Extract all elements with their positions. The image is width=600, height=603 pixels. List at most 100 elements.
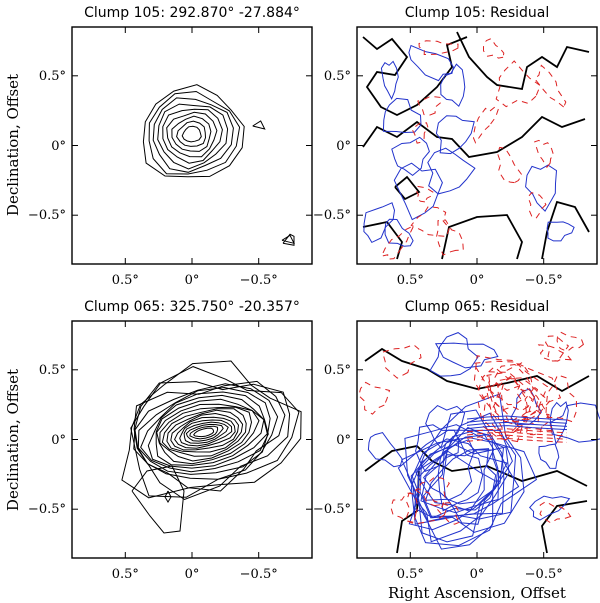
x-tick-label: 0° [185, 273, 200, 288]
residual-positive-contour [420, 430, 500, 514]
residual-negative-contour [472, 105, 500, 144]
residual-positive-contour [367, 432, 403, 468]
y-tick-label: 0° [336, 433, 351, 448]
plot-area: 0.5° 0° −0.5° 0.5° 0° −0.5° [28, 320, 313, 582]
y-axis-label: Declination, Offset [4, 74, 22, 216]
panel-clump065-residual: Clump 065: Residual 0.5° 0° −0.5° 0.5° 0… [313, 299, 600, 602]
model-contour [159, 406, 253, 462]
residual-negative-contour [545, 374, 578, 423]
residual-zero-contour [364, 347, 590, 393]
plot-frame [71, 26, 313, 265]
model-contour [142, 84, 245, 178]
panel-clump105-model: Clump 105: 292.870° -27.884° 0.5° 0° −0.… [4, 5, 313, 288]
model-contour-small [281, 234, 295, 245]
y-tick-label: 0.5° [324, 363, 351, 378]
residual-positive-contour [435, 115, 475, 155]
model-contour [176, 120, 207, 147]
model-contour [179, 419, 233, 447]
residual-negative-contour [500, 376, 538, 424]
residual-negative-contour [476, 366, 539, 442]
residual-negative-contour [477, 371, 554, 434]
model-contour-small [252, 120, 266, 130]
residual-negative-contour [522, 409, 550, 436]
residual-negative-contour [534, 64, 567, 108]
residual-band-contour [466, 425, 568, 431]
tick-marks [357, 27, 597, 264]
residual-positive-contour [434, 342, 499, 369]
residual-band-contour [466, 415, 568, 421]
residual-positive-contour [416, 412, 517, 522]
residual-negative-contour [556, 331, 584, 353]
panel-title: Clump 065: Residual [405, 299, 550, 315]
residual-negative-contour [390, 492, 419, 525]
residual-zero-contour [364, 445, 588, 487]
residual-negative-contour [473, 355, 549, 443]
residual-negative-contour [418, 40, 459, 56]
x-axis-label: Right Ascension, Offset [388, 584, 566, 602]
model-contour [181, 125, 202, 143]
x-tick-label: 0.5° [397, 567, 424, 582]
y-tick-label: 0.5° [324, 69, 351, 84]
model-contour [161, 408, 247, 457]
x-tick-label: −0.5° [240, 273, 278, 288]
contour-group [358, 331, 600, 554]
residual-positive-contour [408, 44, 454, 82]
plot-area: 0.5° 0° −0.5° 0.5° 0° −0.5° [313, 320, 600, 582]
residual-negative-contour [436, 219, 464, 256]
y-tick-label: −0.5° [28, 502, 66, 517]
residual-positive-contour [525, 164, 558, 212]
residual-negative-contour [380, 224, 415, 260]
model-contour [166, 111, 218, 158]
panel-title: Clump 065: 325.750° -20.357° [84, 299, 300, 315]
residual-zero-contour [541, 200, 590, 260]
y-tick-label: 0° [51, 433, 66, 448]
model-contour [189, 425, 219, 440]
x-tick-label: 0.5° [112, 567, 139, 582]
residual-zero-contour [362, 36, 468, 117]
residual-positive-contour [401, 436, 538, 547]
residual-negative-contour [483, 37, 505, 59]
residual-positive-contour [382, 97, 422, 134]
model-contour [170, 412, 240, 451]
y-tick-label: 0.5° [39, 363, 66, 378]
residual-negative-contour [534, 139, 555, 169]
residual-positive-contour [538, 443, 560, 469]
model-contour [121, 360, 302, 499]
residual-negative-contour [410, 206, 450, 238]
residual-band-contour [466, 434, 568, 440]
plot-frame [356, 26, 598, 265]
residual-positive-contour [529, 495, 571, 521]
residual-negative-contour [495, 60, 541, 108]
residual-negative-contour [537, 344, 573, 362]
model-contour [152, 97, 234, 173]
plot-area: 0.5° 0° −0.5° 0.5° 0° −0.5° [313, 26, 598, 288]
residual-zero-contour [394, 175, 421, 201]
residual-positive-contour [429, 332, 479, 377]
tick-marks [72, 27, 312, 264]
residual-positive-contour [425, 405, 466, 450]
residual-positive-contour [363, 202, 396, 244]
model-contour [183, 421, 229, 444]
residual-zero-contour [441, 214, 523, 260]
panel-title: Clump 105: Residual [405, 5, 550, 21]
contour-group [362, 31, 590, 260]
residual-negative-contour [545, 335, 570, 362]
residual-negative-contour [415, 476, 450, 508]
residual-positive-contour [410, 444, 510, 543]
model-contour [185, 423, 224, 442]
residual-negative-contour [404, 488, 449, 524]
model-contour [174, 416, 236, 449]
model-contour [137, 386, 271, 475]
x-tick-label: 0° [185, 567, 200, 582]
tick-marks [72, 321, 312, 558]
contour-group [121, 360, 302, 534]
residual-zero-contour [541, 500, 588, 554]
residual-negative-contour [415, 185, 435, 203]
model-contour [148, 90, 241, 175]
x-tick-label: −0.5° [240, 567, 278, 582]
residual-positive-contour [427, 147, 476, 195]
residual-negative-contour [417, 96, 441, 116]
x-tick-label: 0.5° [112, 273, 139, 288]
residual-positive-contour [440, 63, 466, 108]
residual-positive-contour [393, 162, 443, 221]
